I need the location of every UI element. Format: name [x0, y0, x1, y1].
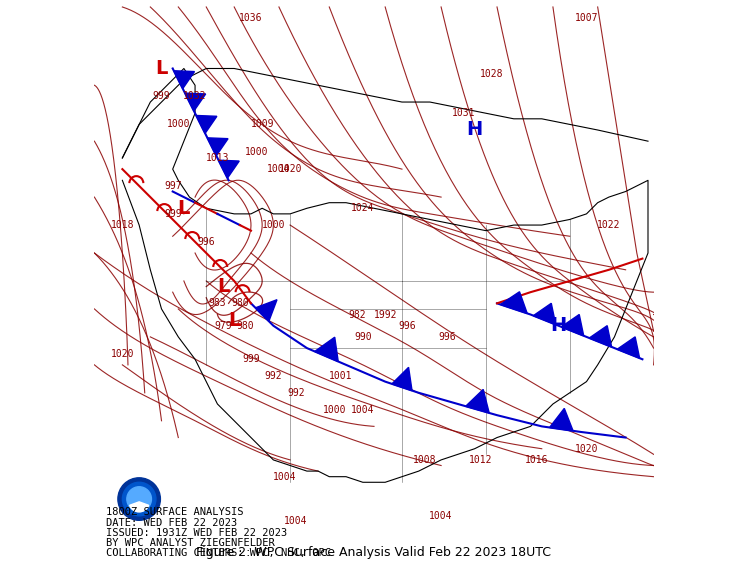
Text: COLLABORATING CENTERS: WPC, NHC, OPC: COLLABORATING CENTERS: WPC, NHC, OPC [105, 548, 331, 558]
Text: 1028: 1028 [479, 69, 503, 79]
Text: 1020: 1020 [574, 444, 598, 454]
Text: 1004: 1004 [284, 516, 307, 527]
Text: 1020: 1020 [111, 348, 134, 359]
Polygon shape [589, 325, 612, 347]
Polygon shape [218, 160, 239, 178]
Text: DATE: WED FEB 22 2023: DATE: WED FEB 22 2023 [105, 518, 237, 528]
Circle shape [127, 487, 151, 511]
Text: 1022: 1022 [597, 220, 621, 230]
Text: 1013: 1013 [206, 153, 229, 163]
Wedge shape [129, 502, 149, 512]
Text: 980: 980 [236, 321, 254, 330]
Text: 1007: 1007 [574, 13, 598, 23]
Polygon shape [256, 300, 277, 321]
Text: 1800Z SURFACE ANALYSIS: 1800Z SURFACE ANALYSIS [105, 507, 243, 518]
Text: 1000: 1000 [262, 220, 285, 230]
Text: 997: 997 [164, 181, 182, 191]
Text: H: H [551, 316, 567, 335]
Text: 1036: 1036 [239, 13, 263, 23]
Text: 983: 983 [209, 298, 226, 309]
Polygon shape [207, 138, 228, 156]
Polygon shape [500, 292, 527, 314]
Polygon shape [185, 93, 206, 111]
Circle shape [123, 482, 156, 516]
Text: ISSUED: 1931Z WED FEB 22 2023: ISSUED: 1931Z WED FEB 22 2023 [105, 528, 286, 538]
Text: 980: 980 [231, 298, 248, 309]
Polygon shape [550, 409, 573, 431]
Text: L: L [228, 311, 240, 330]
Text: 1000: 1000 [323, 405, 346, 415]
Polygon shape [466, 389, 489, 413]
Text: 1004: 1004 [429, 511, 453, 521]
Text: 1004: 1004 [267, 164, 291, 174]
Text: 1008: 1008 [413, 455, 436, 465]
Polygon shape [174, 71, 194, 89]
Text: 999: 999 [153, 92, 171, 102]
Text: 999: 999 [164, 209, 182, 219]
Text: L: L [217, 277, 229, 296]
Bar [94, 1, 654, 493]
Text: 1031: 1031 [452, 108, 475, 118]
Polygon shape [315, 337, 338, 361]
Polygon shape [392, 368, 412, 391]
Text: 1032: 1032 [183, 92, 206, 102]
Text: BY WPC ANALYST ZIEGENFELDER: BY WPC ANALYST ZIEGENFELDER [105, 538, 275, 547]
Text: 996: 996 [399, 321, 417, 330]
Text: 996: 996 [438, 332, 456, 342]
Text: 1004: 1004 [351, 405, 375, 415]
Polygon shape [533, 303, 556, 325]
Circle shape [118, 478, 160, 520]
Text: Figure 2: WPC Surface Analysis Valid Feb 22 2023 18UTC: Figure 2: WPC Surface Analysis Valid Feb… [197, 546, 551, 559]
Text: 1016: 1016 [524, 455, 548, 465]
Text: 982: 982 [349, 310, 366, 320]
Text: 1000: 1000 [245, 147, 269, 157]
Text: 1001: 1001 [328, 371, 352, 381]
Text: 990: 990 [354, 332, 372, 342]
Text: 996: 996 [197, 237, 215, 247]
Text: L: L [156, 59, 168, 78]
Text: 992: 992 [265, 371, 282, 381]
Polygon shape [617, 337, 640, 358]
Text: 1020: 1020 [278, 164, 302, 174]
Text: 1024: 1024 [351, 203, 375, 214]
Text: 1012: 1012 [468, 455, 492, 465]
Polygon shape [196, 115, 217, 133]
Text: 1009: 1009 [251, 119, 274, 129]
Polygon shape [561, 315, 583, 336]
Text: 992: 992 [287, 388, 304, 398]
Text: 999: 999 [242, 354, 260, 364]
Text: L: L [178, 199, 190, 218]
Text: 1000: 1000 [167, 119, 190, 129]
Text: 979: 979 [214, 321, 232, 330]
Text: 1992: 1992 [373, 310, 397, 320]
Text: H: H [467, 120, 482, 139]
Text: 1004: 1004 [273, 472, 296, 482]
Text: 1018: 1018 [111, 220, 134, 230]
